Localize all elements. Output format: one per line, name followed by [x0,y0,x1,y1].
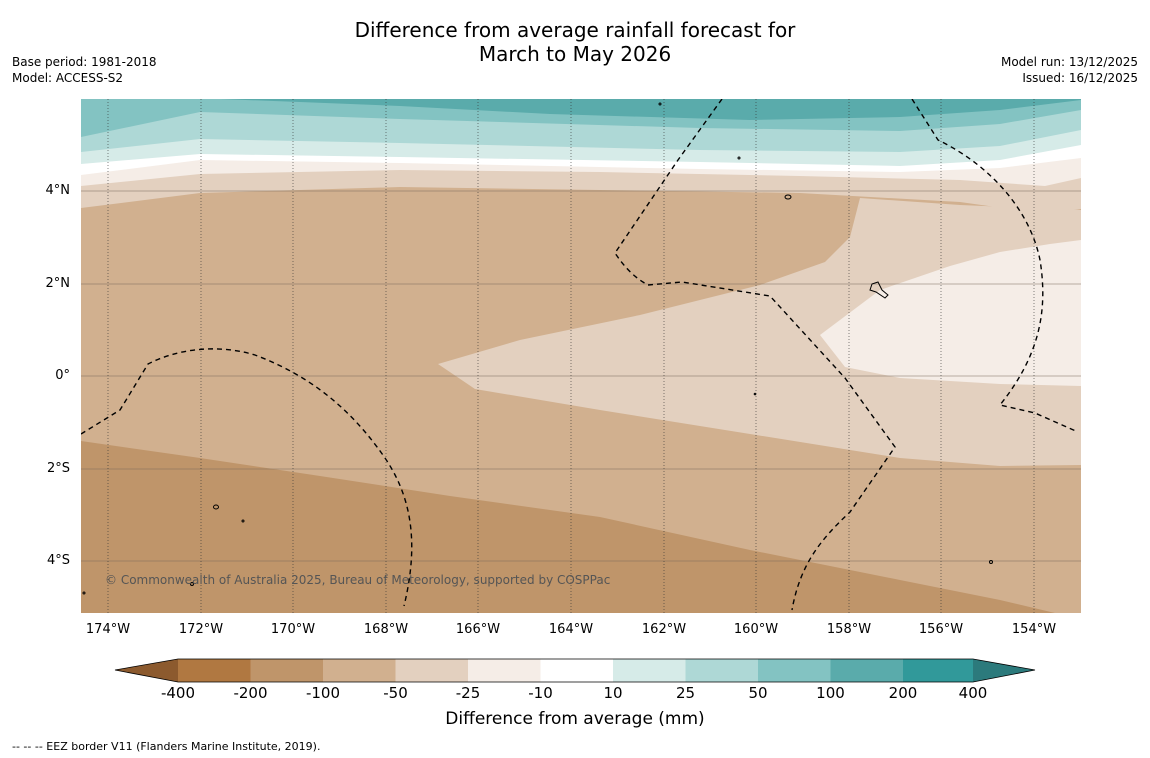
metadata-right: Model run: 13/12/2025 Issued: 16/12/2025 [1001,54,1138,86]
colorbar-title: Difference from average (mm) [445,709,705,729]
colorbar-tick-label: -100 [305,684,341,702]
lat-label: 2°S [46,461,70,476]
colorbar-segment [758,659,831,682]
colorbar-tick-label: -200 [233,684,268,702]
lon-label: 166°W [455,622,501,637]
footnote-eez: -- -- -- EEZ border V11 (Flanders Marine… [12,740,321,753]
lon-label: 154°W [1011,622,1057,637]
colorbar-tick-label: 200 [888,684,918,702]
contour-m25-m10-east [820,240,1081,386]
lon-label: 156°W [918,622,964,637]
island-5 [190,582,194,586]
contour-m200-m100 [81,441,1055,613]
island-7 [658,102,662,106]
metadata-left: Base period: 1981-2018 Model: ACCESS-S2 [12,54,157,86]
colorbar-outline [114,658,1036,683]
island-1 [784,194,792,200]
lon-label: 174°W [85,622,131,637]
colorbar-tick-label: -10 [528,684,553,702]
island-2 [869,281,889,299]
lon-label: 160°W [733,622,779,637]
lon-label: 164°W [548,622,594,637]
colorbar-segment [540,659,613,682]
islands [82,102,993,595]
lon-label: 172°W [178,622,224,637]
eez-border-central [614,99,896,611]
title-line-1: Difference from average rainfall forecas… [354,18,796,42]
colorbar-tick-label: -400 [160,684,196,702]
lat-label: 0° [55,368,70,383]
colorbar-tick-label: 50 [748,684,768,702]
title-line-2: March to May 2026 [478,42,672,66]
colorbar-segment [903,659,973,682]
map-title: Difference from average rainfall forecas… [0,18,1150,66]
issued-text: Issued: 16/12/2025 [1022,71,1138,85]
island-3 [213,504,219,510]
island-4 [241,519,245,523]
colorbar-tick-label: 10 [603,684,623,702]
model-text: Model: ACCESS-S2 [12,71,124,85]
colorbar-segment [178,659,251,682]
colorbar-segment [830,659,903,682]
colorbar-segment [685,659,758,682]
lon-label: 158°W [826,622,872,637]
colorbar-segment [395,659,468,682]
contour-100-200 [220,99,1081,120]
eez-border-east [911,99,1079,433]
colorbar-extend-right [973,659,1035,682]
eez-borders [81,99,1079,611]
colorbar-segment [613,659,686,682]
colorbar-segment [468,659,541,682]
colorbar-tick-label: -25 [455,684,481,702]
lon-label: 170°W [270,622,316,637]
graticule [81,190,1081,562]
eez-border-west [81,348,413,607]
island-9 [753,392,757,396]
colorbar-tick-label: 25 [675,684,696,702]
lon-label: 168°W [363,622,409,637]
colorbar [114,658,1036,683]
contour-m50-m25-east [438,198,1081,466]
lat-label: 2°N [45,276,71,291]
contour-layer [81,99,1081,613]
lat-label: 4°S [46,553,70,568]
island-10 [82,591,86,595]
model-run-text: Model run: 13/12/2025 [1000,55,1138,69]
colorbar-extend-left [115,659,178,682]
colorbar-tick-label: 400 [958,684,988,702]
colorbar-tick-label: -50 [383,684,408,702]
copyright-text: © Commonwealth of Australia 2025, Bureau… [105,573,610,587]
lat-label: 4°N [45,183,71,198]
island-6 [989,560,993,564]
colorbar-tick-label: 100 [816,684,845,702]
colorbar-segment [250,659,323,682]
lon-label: 162°W [641,622,687,637]
colorbar-segment [323,659,396,682]
island-8 [737,156,741,160]
base-period-text: Base period: 1981-2018 [12,55,157,69]
